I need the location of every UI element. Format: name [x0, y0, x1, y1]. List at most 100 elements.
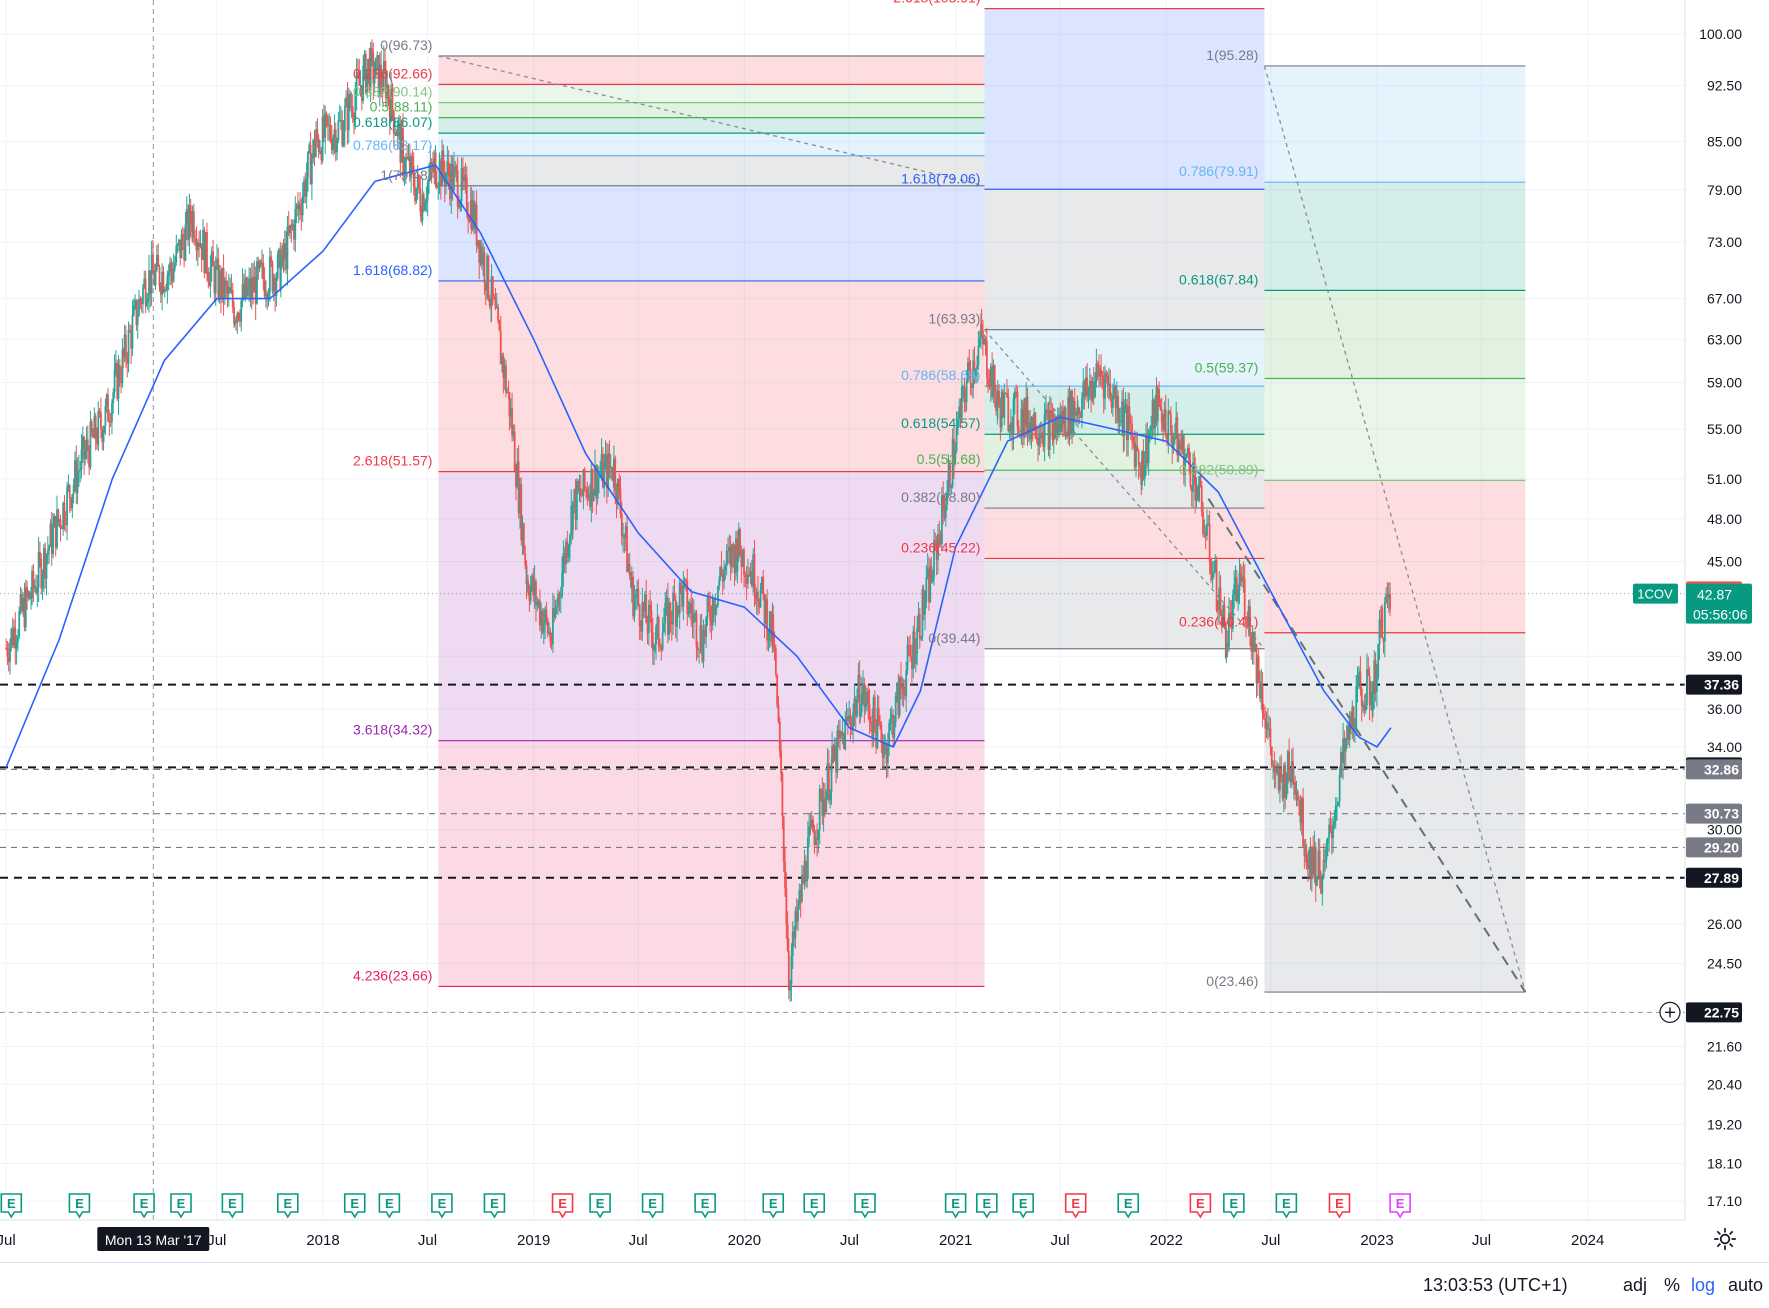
candle-body	[1215, 560, 1218, 611]
earnings-marker[interactable]: E	[343, 1193, 366, 1219]
candle-body	[1381, 607, 1384, 639]
candle-body	[754, 595, 757, 599]
earnings-marker[interactable]: E	[133, 1193, 155, 1219]
candle-body	[926, 568, 929, 578]
candle-body	[935, 540, 938, 561]
earnings-marker[interactable]: E	[1064, 1193, 1087, 1219]
candle-body	[1069, 391, 1072, 435]
candle-body	[565, 541, 567, 565]
candle-body	[155, 254, 158, 270]
earnings-marker[interactable]: E	[1012, 1193, 1034, 1219]
log-toggle[interactable]: log	[1691, 1275, 1716, 1295]
candle-body	[1350, 716, 1352, 727]
earnings-marker[interactable]: E	[1223, 1193, 1245, 1219]
candle-body	[1333, 821, 1336, 826]
candle-body	[596, 477, 599, 499]
fib-level-label: 0(96.73)	[380, 37, 432, 53]
price-tag-box	[1686, 674, 1742, 695]
candle-body	[653, 645, 656, 651]
earnings-marker[interactable]: E	[1275, 1193, 1298, 1219]
candle-body	[1317, 850, 1320, 878]
earnings-marker[interactable]: E	[803, 1193, 826, 1219]
candle-body	[143, 278, 146, 288]
candle-body	[701, 651, 704, 662]
earnings-marker[interactable]: E	[221, 1193, 244, 1219]
earnings-marker[interactable]: E	[1189, 1193, 1212, 1219]
candle-body	[191, 211, 194, 233]
candle-body	[490, 306, 492, 308]
earnings-marker[interactable]: E	[378, 1193, 401, 1219]
candle-body	[741, 549, 744, 568]
candle-body	[737, 528, 740, 558]
earnings-marker[interactable]: E	[589, 1193, 611, 1219]
earnings-marker[interactable]: E	[944, 1193, 967, 1219]
candle-body	[780, 750, 783, 774]
candle-body	[1078, 407, 1081, 415]
candle-body	[544, 609, 547, 623]
candle-body	[729, 547, 732, 567]
candle-body	[10, 628, 13, 644]
earnings-marker[interactable]: E	[762, 1193, 785, 1219]
candle-body	[724, 565, 727, 570]
adj-toggle[interactable]: adj	[1623, 1275, 1648, 1295]
candle-body	[731, 544, 733, 567]
gear-icon[interactable]	[1712, 1226, 1738, 1252]
candle-body	[257, 261, 260, 269]
candle-body	[1142, 451, 1145, 480]
candle-body	[668, 602, 671, 635]
horizontal-levels	[0, 0, 1685, 1220]
candle-body	[506, 392, 509, 394]
candle-body	[1000, 391, 1003, 428]
candle-body	[586, 489, 589, 498]
candle-body	[626, 525, 628, 572]
earnings-marker[interactable]: E	[976, 1193, 998, 1219]
earnings-marker[interactable]: E	[483, 1193, 506, 1219]
price-tag-label: 29.20	[1704, 839, 1739, 855]
candle-body	[1016, 391, 1019, 427]
candle-body	[487, 255, 490, 299]
earnings-marker[interactable]: E	[170, 1193, 192, 1219]
earnings-flag	[976, 1193, 998, 1219]
price-chart[interactable]: 0(96.73) 0.236(92.66) 0.382(90.14)0.5(88.1…	[0, 0, 1769, 1262]
moving-average-line	[5, 164, 1392, 768]
candle-body	[253, 276, 256, 293]
candle-body	[154, 269, 157, 286]
candle-body	[491, 276, 494, 297]
candle-body	[315, 129, 317, 143]
candle-body	[447, 161, 450, 177]
candle-body	[240, 300, 243, 322]
percent-toggle[interactable]: %	[1664, 1275, 1681, 1295]
candle-body	[22, 597, 25, 612]
candle-body	[45, 554, 48, 579]
earnings-marker[interactable]: E	[1389, 1193, 1411, 1219]
candle-body	[532, 575, 535, 596]
candle-body	[142, 287, 144, 304]
fib-level-label: 1.618(79.06)	[901, 170, 980, 186]
earnings-marker[interactable]: E	[0, 1193, 23, 1219]
fib-band	[984, 470, 1265, 509]
candle-body	[1077, 407, 1079, 415]
earnings-marker[interactable]: E	[431, 1193, 453, 1219]
candle-body	[265, 293, 267, 297]
earnings-marker[interactable]: E	[68, 1193, 91, 1219]
earnings-marker[interactable]: E	[694, 1193, 716, 1219]
auto-toggle[interactable]: auto	[1728, 1275, 1764, 1295]
candle-body	[846, 716, 849, 722]
fib-level-label: 0.382(90.14)	[353, 84, 432, 100]
earnings-marker[interactable]: E	[854, 1193, 876, 1219]
earnings-marker[interactable]: E	[1328, 1193, 1351, 1219]
price-tick-label: 39.00	[1707, 648, 1742, 664]
candle-body	[92, 433, 94, 438]
candle-body	[1102, 377, 1105, 399]
earnings-marker[interactable]: E	[276, 1193, 299, 1219]
candle-body	[414, 187, 416, 202]
earnings-marker[interactable]: E	[641, 1193, 664, 1219]
earnings-marker[interactable]: E	[1117, 1193, 1140, 1219]
candle-body	[399, 123, 402, 163]
fib-level-label: 0.5(51.68)	[917, 451, 981, 467]
candle-body	[185, 209, 188, 225]
earnings-marker[interactable]: E	[551, 1193, 574, 1219]
earnings-label: E	[75, 1196, 84, 1211]
fib-level-label: 0.786(58.69)	[901, 367, 980, 383]
